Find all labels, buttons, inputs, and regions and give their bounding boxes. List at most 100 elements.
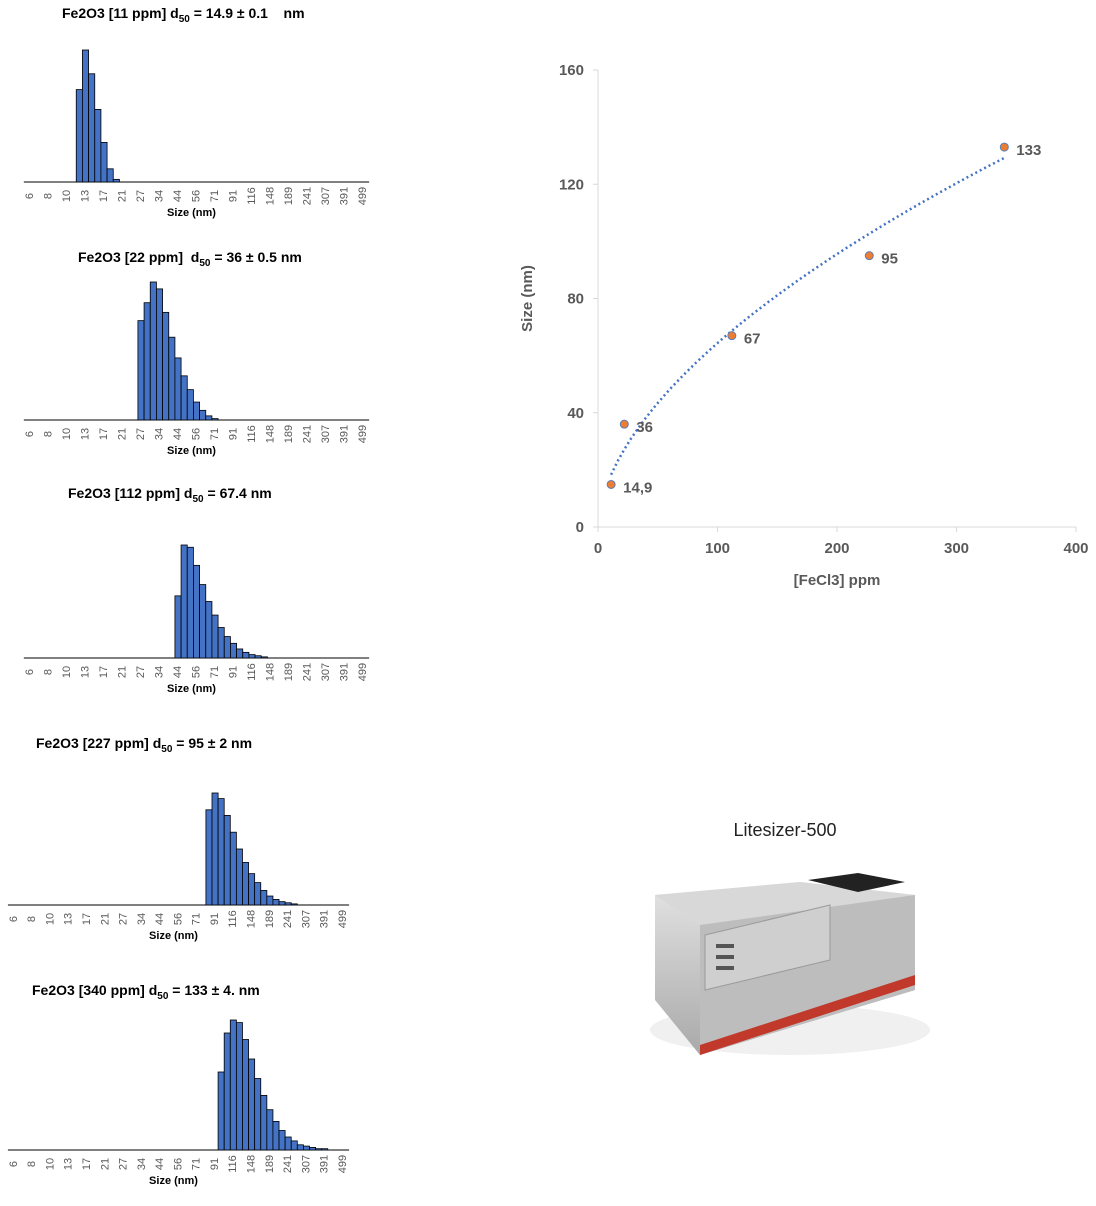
x-tick-label: 56 [190,428,202,440]
x-tick-label: 307 [300,1155,312,1173]
x-tick-label: 241 [301,187,313,205]
bar [193,401,200,421]
point [864,251,874,261]
bar [284,902,292,906]
x-tick-label: 391 [319,910,331,928]
point [999,142,1009,152]
x-tick-label: 56 [172,1158,184,1170]
chart-title-end: = 36 ± 0.5 nm [210,249,301,265]
x-tick-label: 241 [301,425,313,443]
x-tick-label: 189 [283,425,295,443]
bar [88,73,96,183]
bar [254,1078,262,1151]
y-axis-label: Size (nm) [519,265,536,332]
bar [180,544,188,659]
bar [211,792,219,906]
data-label: 133 [1016,142,1041,159]
x-tick-label: 21 [99,1158,111,1170]
x-tick-label: 17 [98,190,110,202]
y-tick-label: 0 [576,519,584,536]
y-tick-label: 160 [559,62,584,79]
x-tick-label: 499 [337,910,349,928]
bar [211,418,219,421]
chart-title-end: = 133 ± 4. nm [168,982,259,998]
x-tick-label: 116 [246,425,258,443]
x-tick-label: 44 [154,1158,166,1170]
x-tick-label: 116 [246,187,258,205]
x-tick-label: 44 [172,666,184,678]
bar [302,1145,310,1151]
x-tick-label: 17 [98,666,110,678]
x-tick-label: 400 [1063,540,1088,557]
bar [199,409,207,421]
bar [180,375,188,421]
x-tick-label: 71 [209,428,221,440]
data-label: 67 [744,331,761,348]
x-tick-label: 391 [338,663,350,681]
x-tick-label: 300 [944,540,969,557]
x-tick-label: 10 [61,190,73,202]
x-tick-label: 307 [320,663,332,681]
x-tick-label: 27 [118,1158,130,1170]
x-tick-label: 13 [63,1158,75,1170]
x-tick-label: 499 [357,425,369,443]
bar [217,798,225,906]
x-tick-label: 391 [338,425,350,443]
x-axis-label: Size (nm) [167,207,216,219]
bar [94,109,102,183]
x-tick-label: 13 [79,666,91,678]
bar [254,882,262,906]
chart-title-end: = 95 ± 2 nm [172,735,252,751]
chart-title-main: Fe2O3 [11 ppm] d [62,5,179,21]
x-tick-label: 241 [282,1155,294,1173]
bar [100,141,108,183]
x-tick-label: 71 [191,1158,203,1170]
y-tick-label: 40 [567,405,584,422]
x-tick-label: 116 [227,910,239,928]
x-tick-label: 8 [42,193,54,199]
x-tick-label: 27 [135,190,147,202]
x-axis-label: Size (nm) [167,445,216,457]
bar [106,168,114,183]
x-tick-label: 6 [8,1161,20,1167]
bar [199,584,207,659]
data-label: 14,9 [623,479,652,496]
bar [266,1109,274,1151]
point [727,331,737,341]
chart-title-end: = 14.9 ± 0.1 nm [190,5,305,21]
bar [236,648,244,659]
chart-title-subscript: 50 [179,14,191,25]
bar [296,1144,304,1151]
bar [242,1039,249,1151]
bar [309,1147,316,1151]
x-axis-label: [FeCl3] ppm [794,572,881,589]
x-tick-label: 200 [824,540,849,557]
bar [193,564,200,659]
x-tick-label: 44 [172,428,184,440]
bar [315,1148,323,1151]
bar [272,1121,280,1151]
x-tick-label: 148 [264,425,276,443]
x-tick-label: 391 [319,1155,331,1173]
x-tick-label: 100 [705,540,730,557]
chart-title-main: Fe2O3 [112 ppm] d [68,485,192,501]
x-tick-label: 17 [81,1158,93,1170]
photo-caption: Litesizer-500 [733,820,836,840]
bar [217,1071,225,1151]
bar [230,642,237,659]
x-tick-label: 116 [246,663,258,681]
bar [205,601,213,659]
x-tick-label: 71 [209,666,221,678]
bar [260,890,268,906]
bar [235,848,243,906]
x-tick-label: 21 [116,428,128,440]
x-tick-label: 391 [338,187,350,205]
x-axis-label: Size (nm) [149,930,198,942]
bar [211,614,219,659]
bar [75,89,83,183]
x-tick-label: 8 [42,431,54,437]
bar [242,651,250,659]
x-tick-label: 307 [320,187,332,205]
x-tick-label: 91 [209,1158,221,1170]
data-label: 95 [881,251,898,268]
